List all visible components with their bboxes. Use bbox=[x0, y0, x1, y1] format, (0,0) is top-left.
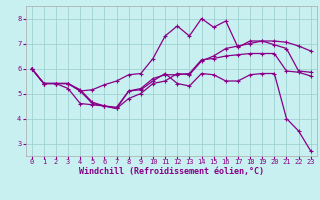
X-axis label: Windchill (Refroidissement éolien,°C): Windchill (Refroidissement éolien,°C) bbox=[79, 167, 264, 176]
